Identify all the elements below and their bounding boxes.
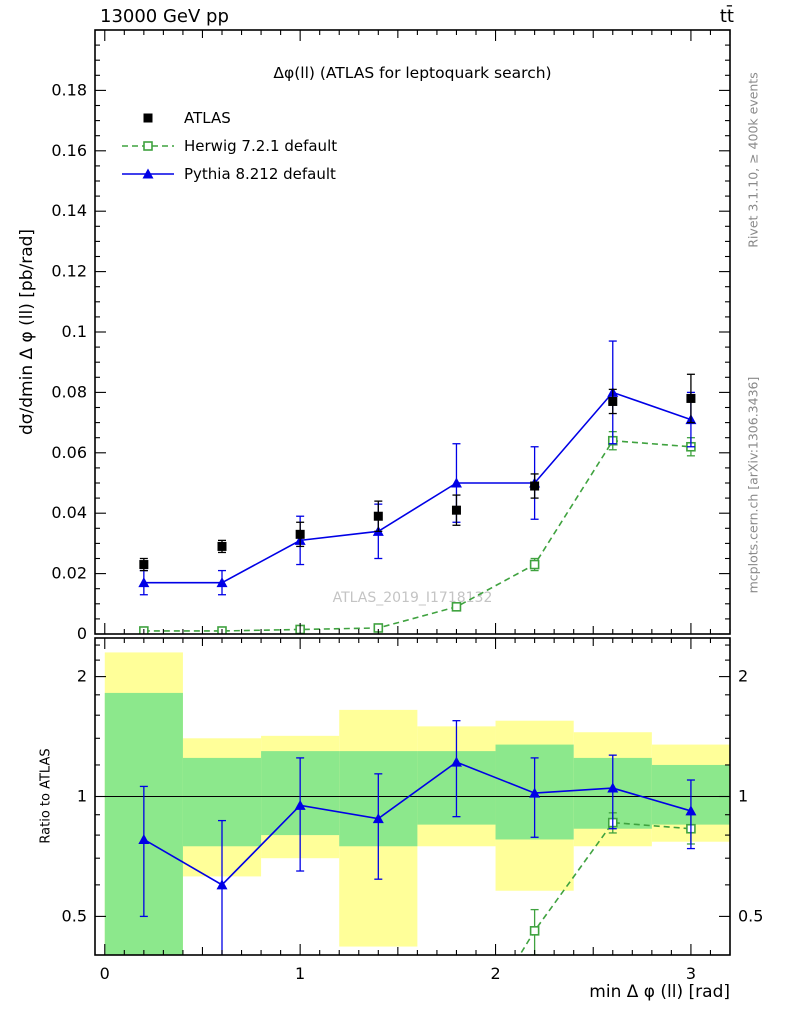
data-point-marker — [607, 782, 619, 793]
series-line — [143, 761, 692, 886]
axis-tick-label: 3 — [686, 964, 696, 983]
data-point-marker — [529, 787, 541, 798]
series-herwig-7-2-1-default — [139, 431, 696, 634]
axis-tick-label: 0.04 — [51, 503, 87, 522]
legend-item-herwig-7-2-1-default: Herwig 7.2.1 default — [122, 137, 337, 155]
data-point-marker — [216, 879, 228, 890]
data-point-marker — [138, 833, 150, 844]
data-point-marker — [143, 141, 153, 151]
data-point-marker — [216, 577, 228, 588]
data-point-marker — [372, 813, 384, 824]
uncertainty-bands — [104, 652, 730, 955]
x-axis-label: min Δ φ (ll) [rad] — [589, 982, 730, 1002]
legend-label: Herwig 7.2.1 default — [184, 137, 337, 155]
axis-tick-label: 0 — [100, 964, 110, 983]
axis-tick-label: 2 — [738, 667, 748, 686]
data-point-marker — [529, 926, 540, 936]
axis-tick-label: 0 — [77, 624, 87, 643]
legend: ATLAS Herwig 7.2.1 default Pythia 8.212 de… — [122, 109, 337, 183]
rivet-version-label: Rivet 3.1.10, ≥ 400k events — [745, 72, 761, 248]
series-pythia-8-212-default — [138, 720, 697, 955]
data-point-marker — [451, 505, 461, 515]
data-point-marker — [450, 756, 462, 767]
legend-label: Pythia 8.212 default — [184, 165, 336, 183]
data-point-marker — [295, 529, 305, 539]
data-point-marker — [608, 396, 618, 406]
data-point-marker — [530, 481, 540, 491]
axes: 0 0.02 0.04 0.06 0.08 0.1 0.12 0.14 0.16 0.18 0 1 2 3… — [51, 29, 763, 983]
mcplots-reference-label: mcplots.cern.ch [arXiv:1306.3436] — [745, 376, 761, 594]
series-line — [143, 391, 692, 584]
data-point-marker — [529, 559, 540, 570]
data-point-marker — [451, 602, 462, 612]
data-point-marker — [373, 511, 383, 521]
legend-item-pythia-8-212-default: Pythia 8.212 default — [122, 165, 336, 183]
ratio-y-axis-label: Ratio to ATLAS — [38, 748, 54, 844]
data-point-marker — [139, 560, 149, 570]
axis-tick-label: 0.08 — [51, 382, 87, 401]
data-point-marker — [685, 805, 697, 816]
watermark: ATLAS_2019_I1718132 — [332, 590, 493, 606]
axis-tick-label: 0.06 — [51, 443, 87, 462]
series-atlas — [139, 373, 696, 572]
axis-tick-label: 0.14 — [51, 201, 87, 220]
data-point-marker — [217, 541, 227, 551]
axis-tick-label: 1 — [295, 964, 305, 983]
legend-item-atlas: ATLAS — [143, 109, 231, 127]
data-point-marker — [138, 577, 150, 588]
main-y-axis-label: dσ/dmin Δ φ (ll) [pb/rad] — [17, 228, 37, 436]
ratio-panel — [95, 652, 730, 955]
process-label: tt̄ — [719, 6, 734, 27]
axis-tick-label: 0.5 — [738, 906, 763, 925]
series-line — [143, 439, 691, 632]
series-pythia-8-212-default — [138, 340, 697, 596]
axis-tick-label: 0.18 — [51, 80, 87, 99]
axis-tick-label: 0.5 — [62, 906, 87, 925]
axis-tick-label: 1 — [738, 787, 748, 806]
data-point-marker — [450, 477, 462, 488]
data-point-marker — [142, 168, 154, 179]
axis-tick-label: 0.02 — [51, 564, 87, 583]
axis-tick-label: 2 — [490, 964, 500, 983]
axis-tick-label: 1 — [77, 787, 87, 806]
main-panel — [138, 340, 697, 634]
plot-title: Δφ(ll) (ATLAS for leptoquark search) — [273, 64, 552, 82]
data-point-marker — [686, 393, 696, 403]
axis-tick-label: 0.1 — [62, 322, 87, 341]
beam-energy-label: 13000 GeV pp — [100, 6, 229, 27]
data-point-marker — [143, 113, 153, 123]
legend-label: ATLAS — [184, 109, 231, 127]
axis-tick-label: 0.12 — [51, 262, 87, 281]
data-point-marker — [294, 799, 306, 810]
axis-tick-label: 2 — [77, 667, 87, 686]
axis-tick-label: 0.16 — [51, 141, 87, 160]
